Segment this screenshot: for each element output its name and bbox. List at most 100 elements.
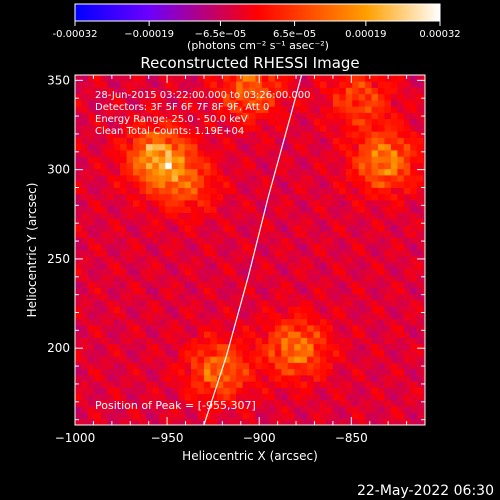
heatmap-cell xyxy=(410,331,418,338)
heatmap-cell xyxy=(326,343,334,351)
x-axis-label: Heliocentric X (arcsec) xyxy=(182,449,318,463)
heatmap-cell xyxy=(216,293,224,301)
heatmap-cell xyxy=(255,350,263,357)
heatmap-cell xyxy=(320,362,327,370)
heatmap-cell xyxy=(203,137,211,145)
heatmap-cell xyxy=(203,193,211,201)
heatmap-cell xyxy=(158,200,166,207)
heatmap-cell xyxy=(410,206,418,213)
heatmap-cell xyxy=(294,412,302,420)
heatmap-cell xyxy=(261,293,269,301)
heatmap-cell xyxy=(152,150,160,157)
heatmap-cell xyxy=(236,181,244,188)
heatmap-cell xyxy=(100,287,108,295)
heatmap-cell xyxy=(358,281,366,288)
heatmap-cell xyxy=(242,243,250,251)
heatmap-cell xyxy=(171,75,179,82)
heatmap-cell xyxy=(261,106,269,113)
heatmap-cell xyxy=(274,343,282,351)
heatmap-cell xyxy=(403,393,411,401)
heatmap-cell xyxy=(249,375,256,382)
heatmap-cell xyxy=(152,256,160,263)
heatmap-cell xyxy=(197,312,205,320)
heatmap-cell xyxy=(416,200,424,207)
heatmap-cell xyxy=(87,306,95,313)
heatmap-cell xyxy=(300,81,308,88)
heatmap-cell xyxy=(75,343,82,351)
heatmap-cell xyxy=(294,237,302,245)
heatmap-cell xyxy=(107,331,115,338)
heatmap-cell xyxy=(345,356,353,363)
heatmap-cell xyxy=(126,206,134,213)
heatmap-cell xyxy=(320,237,327,245)
heatmap-cell xyxy=(378,162,385,170)
heatmap-cell xyxy=(358,87,366,95)
heatmap-cell xyxy=(242,412,250,420)
heatmap-cell xyxy=(345,193,353,201)
heatmap-cell xyxy=(378,93,385,101)
heatmap-cell xyxy=(165,243,173,251)
heatmap-cell xyxy=(120,106,127,113)
heatmap-cell xyxy=(274,231,282,238)
heatmap-cell xyxy=(255,112,263,120)
heatmap-cell xyxy=(390,237,398,245)
heatmap-cell xyxy=(223,75,231,82)
heatmap-cell xyxy=(191,250,198,257)
heatmap-cell xyxy=(307,287,314,295)
heatmap-cell xyxy=(403,137,411,145)
heatmap-cell xyxy=(378,306,385,313)
heatmap-cell xyxy=(81,231,89,238)
heatmap-cell xyxy=(352,337,360,345)
heatmap-cell xyxy=(229,131,237,138)
heatmap-cell xyxy=(229,100,237,107)
heatmap-cell xyxy=(423,356,425,363)
heatmap-cell xyxy=(313,181,321,188)
heatmap-cell xyxy=(203,318,211,326)
heatmap-cell xyxy=(171,150,179,157)
heatmap-cell xyxy=(184,387,192,395)
heatmap-cell xyxy=(358,200,366,207)
heatmap-cell xyxy=(236,137,244,145)
heatmap-cell xyxy=(423,400,425,407)
heatmap-cell xyxy=(113,275,121,282)
heatmap-cell xyxy=(75,118,82,126)
heatmap-cell xyxy=(165,343,173,351)
heatmap-cell xyxy=(416,287,424,295)
heatmap-cell xyxy=(139,356,147,363)
heatmap-cell xyxy=(320,306,327,313)
heatmap-cell xyxy=(171,181,179,188)
heatmap-cell xyxy=(75,75,82,82)
heatmap-cell xyxy=(184,206,192,213)
heatmap-cell xyxy=(384,331,392,338)
heatmap-cell xyxy=(390,193,398,201)
heatmap-cell xyxy=(313,337,321,345)
heatmap-cell xyxy=(365,181,372,188)
heatmap-cell xyxy=(249,318,256,326)
heatmap-cell xyxy=(223,375,231,382)
heatmap-cell xyxy=(223,293,231,301)
heatmap-cell xyxy=(223,218,231,226)
heatmap-cell xyxy=(255,356,263,363)
heatmap-cell xyxy=(184,300,192,307)
heatmap-cell xyxy=(210,400,218,407)
heatmap-cell xyxy=(152,381,160,388)
heatmap-cell xyxy=(300,218,308,226)
heatmap-cell xyxy=(133,162,140,170)
heatmap-cell xyxy=(423,381,425,388)
heatmap-cell xyxy=(320,368,327,376)
heatmap-cell xyxy=(216,131,224,138)
heatmap-cell xyxy=(113,418,121,425)
heatmap-cell xyxy=(197,356,205,363)
heatmap-cell xyxy=(371,225,379,232)
heatmap-cell xyxy=(171,375,179,382)
heatmap-cell xyxy=(423,331,425,338)
heatmap-cell xyxy=(378,281,385,288)
heatmap-cell xyxy=(352,212,360,220)
heatmap-cell xyxy=(255,343,263,351)
heatmap-cell xyxy=(339,287,347,295)
heatmap-cell xyxy=(229,162,237,170)
heatmap-cell xyxy=(416,312,424,320)
heatmap-cell xyxy=(255,393,263,401)
heatmap-cell xyxy=(294,168,302,176)
heatmap-cell xyxy=(165,400,173,407)
